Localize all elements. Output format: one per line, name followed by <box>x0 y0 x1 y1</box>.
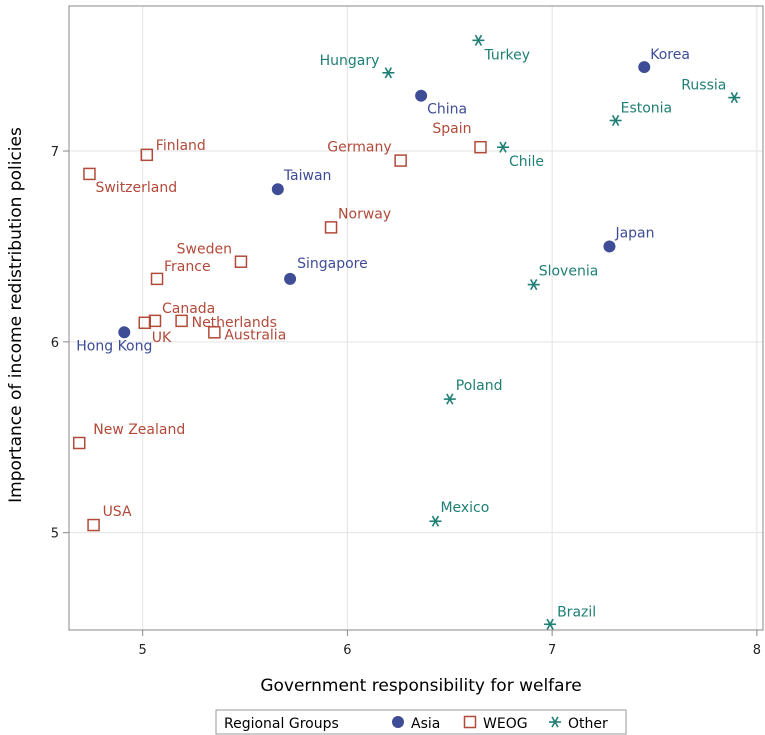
point-label-turkey: Turkey <box>483 47 530 63</box>
legend-marker-other <box>549 716 561 728</box>
point-label-poland: Poland <box>456 378 503 394</box>
marker-mexico <box>429 515 442 527</box>
marker-norway <box>324 221 338 234</box>
marker-slovenia <box>527 279 540 291</box>
plot-frame <box>68 5 764 631</box>
point-label-estonia: Estonia <box>621 100 673 116</box>
point-label-australia: Australia <box>224 327 286 343</box>
point-label-norway: Norway <box>338 206 391 222</box>
marker-switzerland <box>83 167 96 181</box>
marker-hong-kong <box>118 326 131 339</box>
x-tick-label: 7 <box>548 643 556 658</box>
point-label-usa: USA <box>103 504 132 520</box>
marker-poland <box>443 393 456 405</box>
point-label-new-zealand: New Zealand <box>93 422 185 438</box>
point-label-brazil: Brazil <box>557 604 596 620</box>
marker-singapore <box>284 272 297 285</box>
point-label-hungary: Hungary <box>320 53 380 69</box>
legend: Regional Groups Asia WEOG Other <box>215 709 627 735</box>
marker-uk <box>138 316 151 330</box>
grid-lines <box>69 6 763 630</box>
marker-spain <box>474 140 487 154</box>
point-label-japan: Japan <box>614 225 654 241</box>
data-points: Korea China Taiwan Japan Singapore Hong Kong S… <box>72 34 741 630</box>
point-label-canada: Canada <box>162 301 215 317</box>
marker-new-zealand <box>72 436 86 450</box>
x-axis-title: Government responsibility for welfare <box>260 676 581 696</box>
point-label-hong-kong: Hong Kong <box>76 338 152 354</box>
marker-usa <box>87 518 100 532</box>
point-label-korea: Korea <box>650 47 690 63</box>
marker-chile <box>497 141 510 153</box>
point-label-slovenia: Slovenia <box>539 264 599 280</box>
legend-marker-weog <box>463 715 477 729</box>
point-label-taiwan: Taiwan <box>283 168 332 184</box>
marker-france <box>150 272 164 286</box>
marker-estonia <box>609 114 622 127</box>
marker-finland <box>140 148 154 162</box>
point-label-germany: Germany <box>327 140 391 156</box>
legend-label-weog: WEOG <box>483 716 528 732</box>
legend-label-other: Other <box>568 716 608 732</box>
y-tick-label: 5 <box>51 527 59 542</box>
point-label-russia: Russia <box>681 78 726 94</box>
marker-china <box>415 89 428 102</box>
marker-russia <box>728 92 741 104</box>
point-label-mexico: Mexico <box>440 500 489 516</box>
legend-marker-asia <box>392 716 404 728</box>
marker-canada <box>148 314 162 328</box>
marker-japan <box>603 240 616 253</box>
marker-sweden <box>234 255 248 268</box>
point-label-sweden: Sweden <box>177 242 232 258</box>
marker-taiwan <box>271 183 284 196</box>
marker-netherlands <box>175 314 188 328</box>
axis-ticks: 5 6 7 8 5 6 7 <box>51 145 761 658</box>
x-tick-label: 5 <box>139 643 147 658</box>
point-label-singapore: Singapore <box>297 256 368 272</box>
marker-brazil <box>544 618 557 630</box>
marker-hungary <box>382 67 395 79</box>
legend-items: Asia WEOG Other <box>392 715 608 732</box>
marker-turkey <box>472 34 485 46</box>
point-label-finland: Finland <box>156 138 206 154</box>
y-tick-label: 6 <box>51 336 59 351</box>
x-tick-label: 6 <box>343 643 351 658</box>
y-axis-title: Importance of income redistribution poli… <box>6 127 26 503</box>
x-tick-label: 8 <box>753 643 761 658</box>
y-tick-label: 7 <box>51 145 59 160</box>
point-label-spain: Spain <box>432 121 471 137</box>
point-label-switzerland: Switzerland <box>95 180 177 196</box>
point-label-china: China <box>427 102 467 118</box>
marker-australia <box>208 326 221 339</box>
point-label-uk: UK <box>152 330 172 346</box>
marker-germany <box>394 154 407 167</box>
legend-title: Regional Groups <box>224 716 339 732</box>
legend-label-asia: Asia <box>411 716 440 732</box>
marker-korea <box>638 61 651 74</box>
point-label-france: France <box>164 259 211 275</box>
point-label-chile: Chile <box>509 154 544 170</box>
